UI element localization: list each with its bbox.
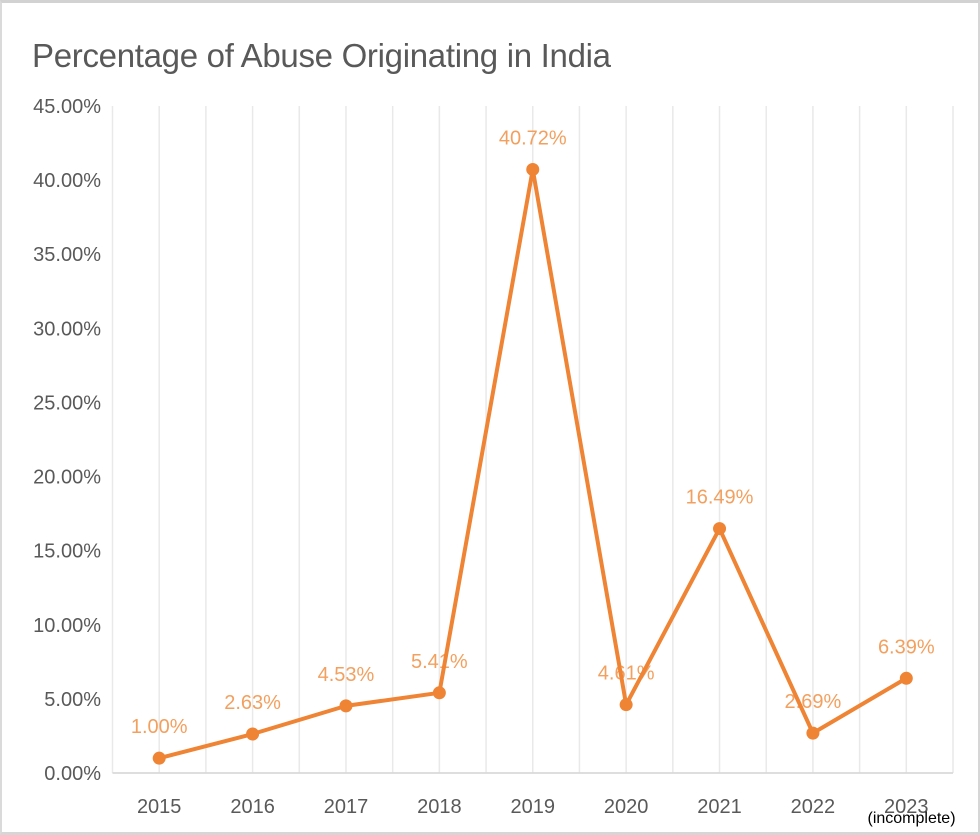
- incomplete-note: (incomplete): [867, 810, 956, 827]
- y-axis-tick-label: 25.00%: [33, 392, 101, 414]
- y-axis-tick-label: 35.00%: [33, 244, 101, 266]
- data-label: 1.00%: [131, 716, 188, 738]
- data-label: 4.53%: [318, 664, 375, 686]
- data-point-marker: [713, 522, 727, 536]
- data-label: 6.39%: [878, 636, 935, 658]
- x-axis-tick-label: 2016: [230, 796, 275, 818]
- y-axis-tick-label: 15.00%: [33, 541, 101, 563]
- data-point-marker: [246, 727, 260, 741]
- y-axis-tick-label: 5.00%: [44, 689, 101, 711]
- data-point-marker: [432, 686, 446, 700]
- x-axis-tick-label: 2019: [511, 796, 556, 818]
- data-point-marker: [619, 698, 633, 712]
- x-axis-tick-label: 2021: [697, 796, 742, 818]
- x-axis-tick-label: 2018: [417, 796, 462, 818]
- y-axis-tick-label: 30.00%: [33, 318, 101, 340]
- chart-title: Percentage of Abuse Originating in India: [32, 37, 611, 74]
- x-axis-tick-label: 2022: [791, 796, 836, 818]
- data-label: 5.41%: [411, 651, 468, 673]
- data-label: 2.69%: [785, 691, 842, 713]
- data-label: 16.49%: [686, 487, 754, 509]
- y-axis-tick-label: 10.00%: [33, 615, 101, 637]
- y-axis-tick-label: 20.00%: [33, 467, 101, 489]
- x-axis-tick-label: 2020: [604, 796, 649, 818]
- data-point-marker: [339, 699, 353, 713]
- x-axis-tick-label: 2017: [324, 796, 369, 818]
- line-chart-canvas: 0.00% 5.00% 10.00% 15.00% 20.00% 25.00% 30.00%…: [33, 96, 954, 818]
- x-axis-tick-label: 2023: [884, 796, 929, 818]
- data-point-marker: [526, 162, 540, 176]
- data-point-marker: [806, 726, 820, 740]
- y-axis-tick-label: 40.00%: [33, 170, 101, 192]
- data-point-marker: [152, 751, 166, 765]
- data-point-marker: [899, 671, 913, 685]
- data-label: 40.72%: [499, 127, 567, 149]
- y-axis-tick-label: 0.00%: [44, 763, 101, 785]
- y-axis-tick-label: 45.00%: [33, 96, 101, 118]
- x-axis-tick-label: 2015: [137, 796, 182, 818]
- data-label: 2.63%: [224, 692, 281, 714]
